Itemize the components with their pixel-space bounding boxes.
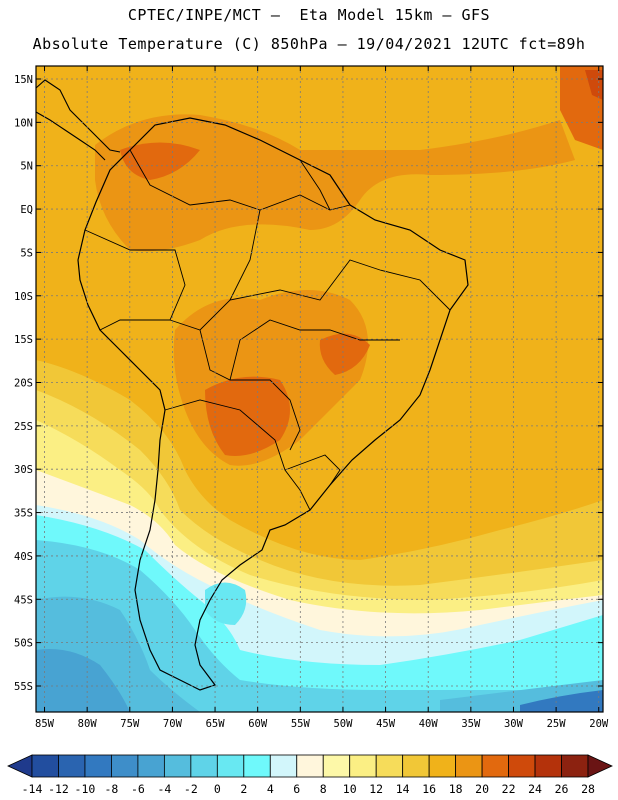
map-frame [35, 65, 604, 713]
header-model-title: CPTEC/INPE/MCT – Eta Model 15km – GFS [127, 6, 491, 24]
legend-label: 24 [528, 782, 542, 796]
lat-label: 5N [20, 161, 33, 173]
legend-arrow-high [587, 754, 613, 778]
legend-label: -4 [157, 782, 171, 796]
lon-label: 60W [248, 718, 268, 730]
legend-label: 12 [369, 782, 383, 796]
legend-label: 6 [293, 782, 300, 796]
legend-swatch [269, 754, 298, 778]
legend-swatch [402, 754, 430, 778]
lon-label: 75W [120, 718, 140, 730]
lon-label: 20W [589, 718, 609, 730]
lat-label: 50S [14, 638, 33, 650]
legend-swatch [58, 754, 86, 778]
lon-label: 85W [35, 718, 55, 730]
lon-label: 80W [78, 718, 98, 730]
lat-label: 15N [14, 74, 33, 86]
lat-label: 25S [14, 421, 33, 433]
country-borders [84, 149, 451, 511]
legend-label: 4 [267, 782, 274, 796]
legend-swatch [322, 754, 351, 778]
legend-arrow-low [7, 754, 33, 778]
legend-swatch [111, 754, 139, 778]
legend-label: 18 [449, 782, 463, 796]
lon-label: 55W [291, 718, 311, 730]
legend-label: 22 [502, 782, 516, 796]
legend-swatch [481, 754, 509, 778]
lon-label: 50W [333, 718, 353, 730]
legend-label: 20 [475, 782, 489, 796]
legend-swatch [455, 754, 483, 778]
lat-label: 30S [14, 464, 33, 476]
legend-label: -6 [131, 782, 145, 796]
lat-label: 5S [20, 247, 33, 259]
legend-swatch [216, 754, 245, 778]
legend-swatch [137, 754, 165, 778]
legend-swatch [508, 754, 536, 778]
legend-swatch [296, 754, 324, 778]
legend-swatch [534, 754, 562, 778]
legend-label: 10 [343, 782, 357, 796]
lat-label: 10S [14, 291, 33, 303]
lat-label: 10N [14, 117, 33, 129]
legend-label: -8 [104, 782, 118, 796]
legend-label: 16 [422, 782, 436, 796]
lon-label: 25W [547, 718, 567, 730]
legend-swatch [190, 754, 218, 778]
legend-label: -10 [75, 782, 96, 796]
lat-label: 55S [14, 681, 33, 693]
lon-label: 30W [504, 718, 524, 730]
lon-label: 45W [376, 718, 396, 730]
legend-swatch [84, 754, 112, 778]
legend-swatch [349, 754, 377, 778]
legend-label: 26 [555, 782, 569, 796]
temperature-field [36, 66, 603, 712]
lat-label: 15S [14, 334, 33, 346]
legend-swatch [428, 754, 457, 778]
legend-swatch [561, 754, 589, 778]
legend-label: 28 [581, 782, 595, 796]
lat-label: 20S [14, 377, 33, 389]
lat-label: 35S [14, 508, 33, 520]
lon-label: 70W [163, 718, 183, 730]
lat-label: EQ [20, 204, 33, 216]
lon-label: 65W [206, 718, 226, 730]
legend-swatch [31, 754, 59, 778]
legend-label: 14 [396, 782, 410, 796]
color-legend [7, 754, 613, 778]
lon-label: 40W [419, 718, 439, 730]
lat-label: 40S [14, 551, 33, 563]
legend-swatch [375, 754, 404, 778]
legend-swatch [163, 754, 192, 778]
legend-label: -14 [22, 782, 43, 796]
legend-label: 8 [320, 782, 327, 796]
legend-label: 2 [240, 782, 247, 796]
legend-label: -2 [184, 782, 198, 796]
header-field-title: Absolute Temperature (C) 850hPa – 19/04/… [32, 35, 586, 53]
lon-label: 35W [461, 718, 481, 730]
central-america-coast [35, 79, 121, 161]
legend-label: 0 [214, 782, 221, 796]
lat-label: 45S [14, 594, 33, 606]
legend-label: -12 [48, 782, 69, 796]
legend-swatch [243, 754, 271, 778]
